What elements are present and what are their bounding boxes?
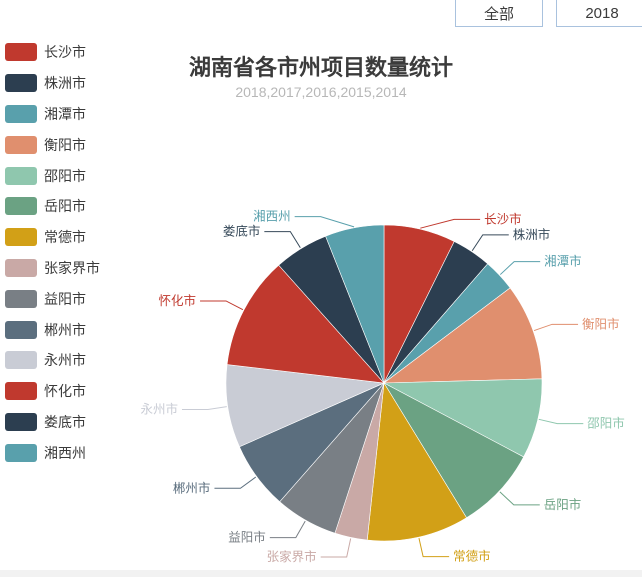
svg-text:怀化市: 怀化市 bbox=[159, 293, 197, 308]
svg-text:衡阳市: 衡阳市 bbox=[582, 316, 620, 331]
svg-text:郴州市: 郴州市 bbox=[173, 480, 211, 495]
svg-text:常德市: 常德市 bbox=[453, 549, 491, 564]
svg-text:娄底市: 娄底市 bbox=[223, 224, 261, 239]
svg-text:益阳市: 益阳市 bbox=[228, 530, 266, 545]
svg-text:邵阳市: 邵阳市 bbox=[587, 416, 625, 431]
svg-text:株洲市: 株洲市 bbox=[513, 227, 551, 242]
svg-text:岳阳市: 岳阳市 bbox=[544, 497, 582, 512]
svg-text:湘西州: 湘西州 bbox=[253, 209, 291, 224]
svg-text:长沙市: 长沙市 bbox=[484, 211, 522, 226]
svg-text:湘潭市: 湘潭市 bbox=[544, 254, 582, 269]
svg-text:永州市: 永州市 bbox=[140, 401, 178, 416]
svg-text:张家界市: 张家界市 bbox=[267, 549, 317, 564]
